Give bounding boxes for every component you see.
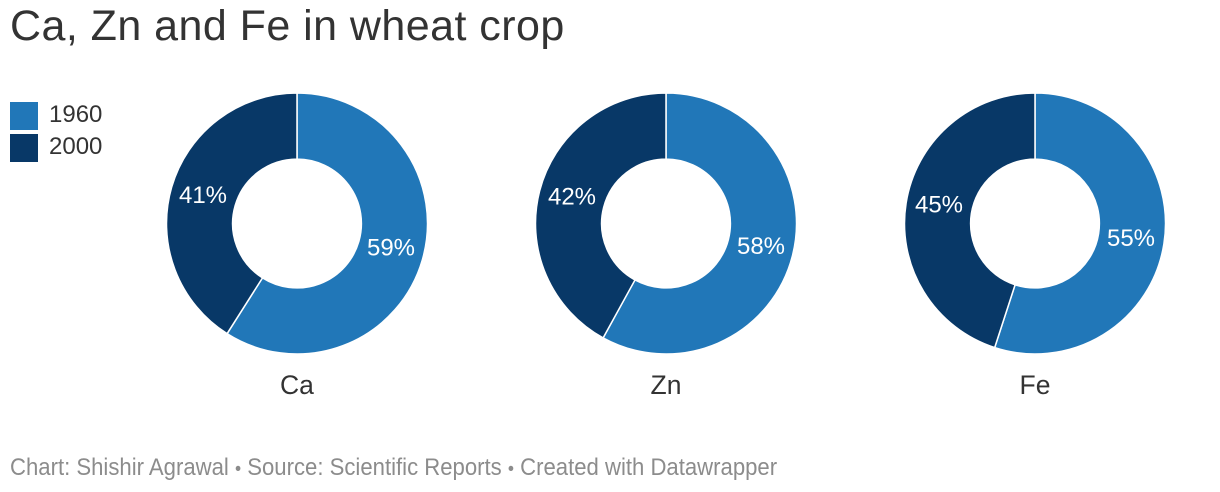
svg-text:41%: 41% (179, 182, 227, 209)
svg-text:58%: 58% (737, 233, 785, 260)
svg-text:55%: 55% (1107, 225, 1155, 252)
svg-text:45%: 45% (915, 192, 963, 219)
svg-text:59%: 59% (367, 235, 415, 262)
svg-text:42%: 42% (548, 184, 596, 211)
